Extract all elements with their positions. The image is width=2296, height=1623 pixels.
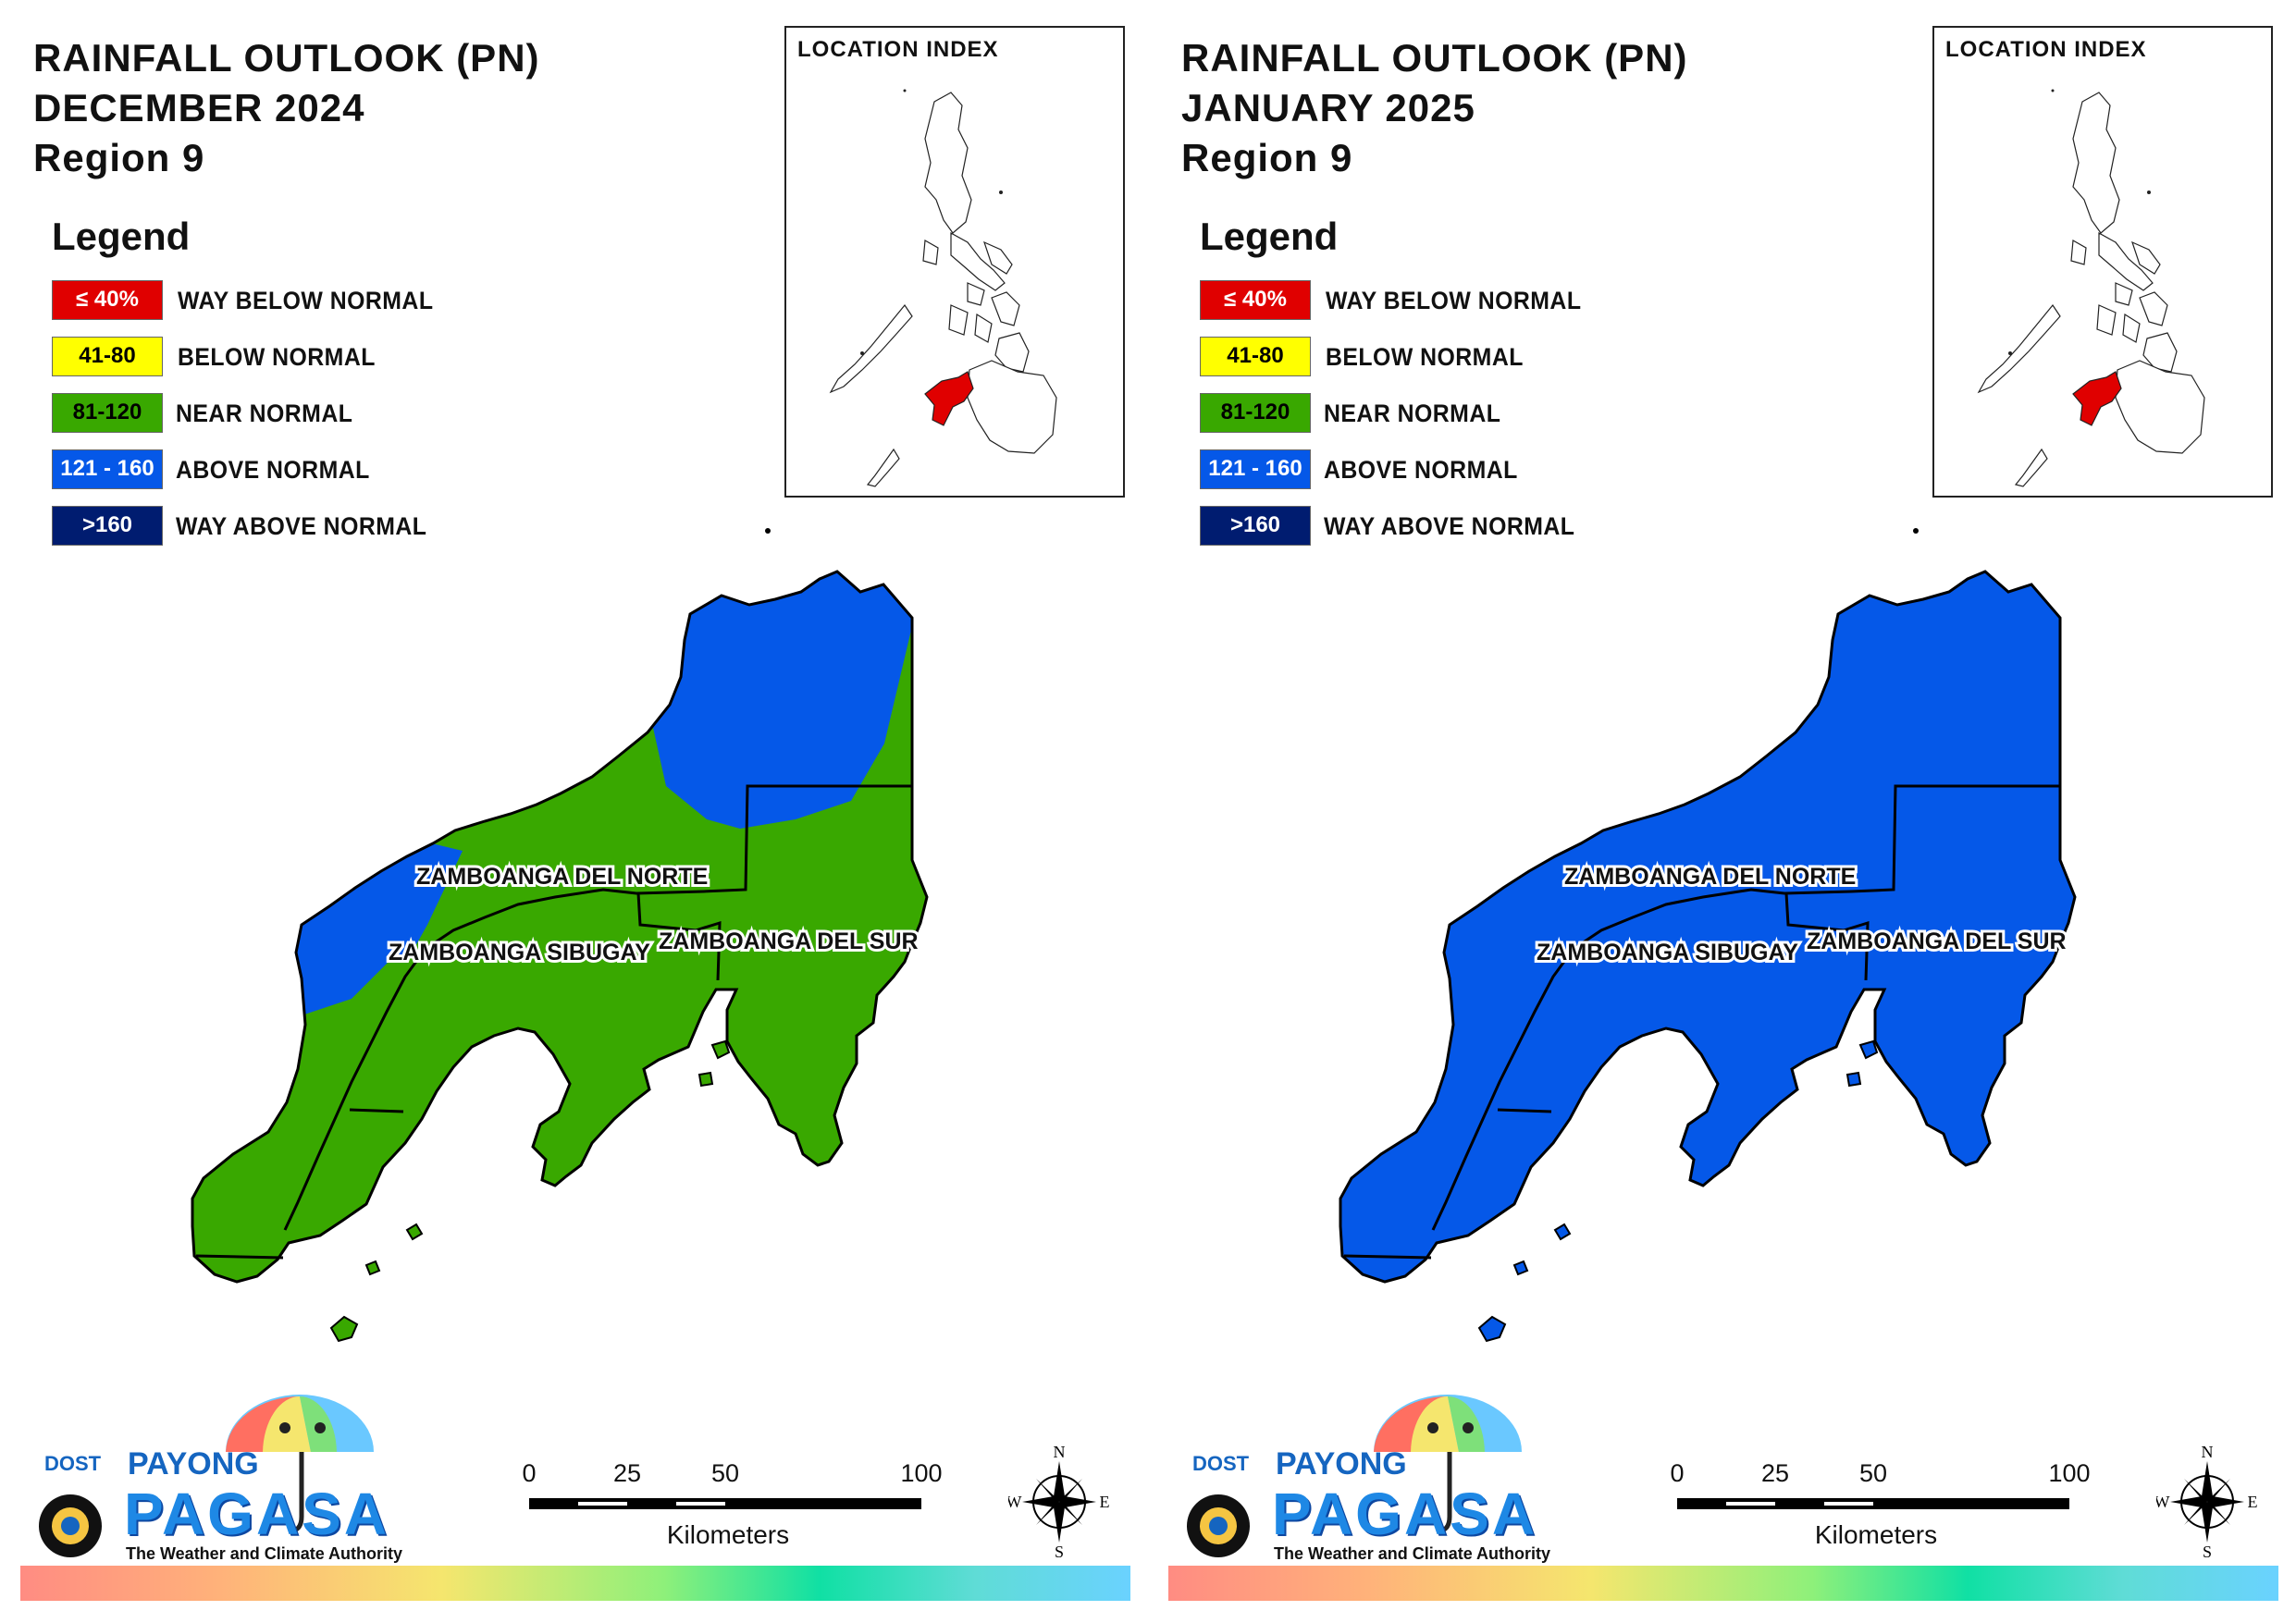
legend-label: WAY ABOVE NORMAL: [1324, 512, 1575, 540]
scale-tick: 0: [522, 1459, 537, 1487]
compass-icon: N S W E: [2154, 1443, 2258, 1561]
legend-label: ABOVE NORMAL: [1324, 456, 1518, 484]
scale-tick: 25: [612, 1459, 642, 1487]
scale-tick: 0: [1670, 1459, 1685, 1487]
location-index-title: LOCATION INDEX: [1945, 37, 2147, 62]
province-label-norte: ZAMBOANGA DEL NORTE: [416, 864, 708, 890]
svg-text:W: W: [1008, 1493, 1022, 1511]
scale-bar: 0 25 50 100 Kilometers: [1670, 1459, 2090, 1561]
province-label-norte: ZAMBOANGA DEL NORTE: [1564, 864, 1856, 890]
legend-label: BELOW NORMAL: [1326, 343, 1524, 371]
province-label-sibugay: ZAMBOANGA SIBUGAY: [1537, 940, 1798, 965]
legend-label: WAY BELOW NORMAL: [178, 287, 434, 314]
svg-text:E: E: [1100, 1493, 1110, 1511]
logo-payong-text: PAYONG: [128, 1446, 259, 1482]
legend-swatch: ≤ 40%: [52, 280, 163, 320]
legend-label: WAY BELOW NORMAL: [1326, 287, 1582, 314]
logo-tagline: The Weather and Climate Authority: [1274, 1544, 1551, 1563]
legend-swatch: 81-120: [52, 393, 163, 433]
scale-tick: 50: [1858, 1459, 1888, 1487]
region-map: ZAMBOANGA DEL NORTE ZAMBOANGA SIBUGAY ZA…: [191, 528, 929, 1343]
map-title: RAINFALL OUTLOOK (PN) JANUARY 2025 Regio…: [1181, 33, 1688, 183]
legend-label: NEAR NORMAL: [176, 400, 353, 427]
scale-tick: 25: [1760, 1459, 1790, 1487]
logo-payong-text: PAYONG: [1276, 1446, 1407, 1482]
title-line-1: RAINFALL OUTLOOK (PN): [1181, 36, 1688, 80]
umbrella-icon: [1187, 1395, 1522, 1557]
legend-swatch: >160: [1200, 506, 1311, 546]
index-highlight-region: [2072, 371, 2122, 426]
compass-rose: N S W E: [2154, 1443, 2258, 1561]
province-label-sur: ZAMBOANGA DEL SUR: [659, 928, 919, 954]
svg-text:E: E: [2248, 1493, 2258, 1511]
scale-bar-graphic: [529, 1498, 921, 1509]
map-panel-january: RAINFALL OUTLOOK (PN) JANUARY 2025 Regio…: [1148, 0, 2296, 1623]
payong-pagasa-logo: DOST PAYONG PAGASA The Weather and Clima…: [33, 1387, 402, 1572]
logo-pagasa-text: PAGASA: [124, 1481, 390, 1547]
location-index: LOCATION INDEX: [784, 26, 1125, 498]
scale-tick: 100: [2048, 1459, 2091, 1487]
legend-swatch: ≤ 40%: [1200, 280, 1311, 320]
title-line-3: Region 9: [1181, 136, 1353, 179]
index-highlight-region: [924, 371, 974, 426]
legend-swatch: >160: [52, 506, 163, 546]
payong-pagasa-logo: DOST PAYONG PAGASA The Weather and Clima…: [1181, 1387, 1550, 1572]
title-line-2: JANUARY 2025: [1181, 86, 1475, 129]
title-line-1: RAINFALL OUTLOOK (PN): [33, 36, 540, 80]
scale-tick: 50: [710, 1459, 740, 1487]
scale-tick: 100: [900, 1459, 943, 1487]
legend-swatch: 81-120: [1200, 393, 1311, 433]
title-line-2: DECEMBER 2024: [33, 86, 365, 129]
svg-text:N: N: [2202, 1445, 2214, 1461]
legend-title: Legend: [1200, 215, 1339, 258]
legend-swatch: 41-80: [1200, 337, 1311, 376]
philippines-index-map: [1977, 89, 2205, 487]
location-index-title: LOCATION INDEX: [797, 37, 999, 62]
svg-text:W: W: [2156, 1493, 2170, 1511]
legend-label: WAY ABOVE NORMAL: [176, 512, 427, 540]
legend-swatch: 121 - 160: [52, 449, 163, 489]
umbrella-icon: [39, 1395, 374, 1557]
region-map: ZAMBOANGA DEL NORTE ZAMBOANGA SIBUGAY ZA…: [1339, 528, 2077, 1343]
province-label-sur: ZAMBOANGA DEL SUR: [1807, 928, 2067, 954]
logo-pagasa-text: PAGASA: [1272, 1481, 1538, 1547]
logo-dost-text: DOST: [1192, 1452, 1250, 1475]
scale-units: Kilometers: [1814, 1520, 1938, 1549]
gradient-footer-bar: [1168, 1566, 2278, 1601]
gradient-footer-bar: [20, 1566, 1130, 1601]
map-title: RAINFALL OUTLOOK (PN) DECEMBER 2024 Regi…: [33, 33, 540, 183]
scale-bar-graphic: [1677, 1498, 2069, 1509]
legend-label: NEAR NORMAL: [1324, 400, 1501, 427]
philippines-index-map: [829, 89, 1057, 487]
compass-icon: N S W E: [1006, 1443, 1110, 1561]
legend-label: ABOVE NORMAL: [176, 456, 370, 484]
legend-title: Legend: [52, 215, 191, 258]
map-panel-december: RAINFALL OUTLOOK (PN) DECEMBER 2024 Regi…: [20, 26, 1130, 1601]
svg-text:N: N: [1054, 1445, 1066, 1461]
title-line-3: Region 9: [33, 136, 205, 179]
legend-swatch: 41-80: [52, 337, 163, 376]
logo-dost-text: DOST: [44, 1452, 102, 1475]
province-label-sibugay: ZAMBOANGA SIBUGAY: [389, 940, 650, 965]
legend-swatch: 121 - 160: [1200, 449, 1311, 489]
logo-tagline: The Weather and Climate Authority: [126, 1544, 403, 1563]
svg-text:S: S: [1055, 1543, 1064, 1559]
legend-label: BELOW NORMAL: [178, 343, 376, 371]
scale-units: Kilometers: [666, 1520, 790, 1549]
location-index: LOCATION INDEX: [1932, 26, 2273, 498]
svg-text:S: S: [2203, 1543, 2212, 1559]
compass-rose: N S W E: [1006, 1443, 1110, 1561]
scale-bar: 0 25 50 100 Kilometers: [522, 1459, 942, 1561]
